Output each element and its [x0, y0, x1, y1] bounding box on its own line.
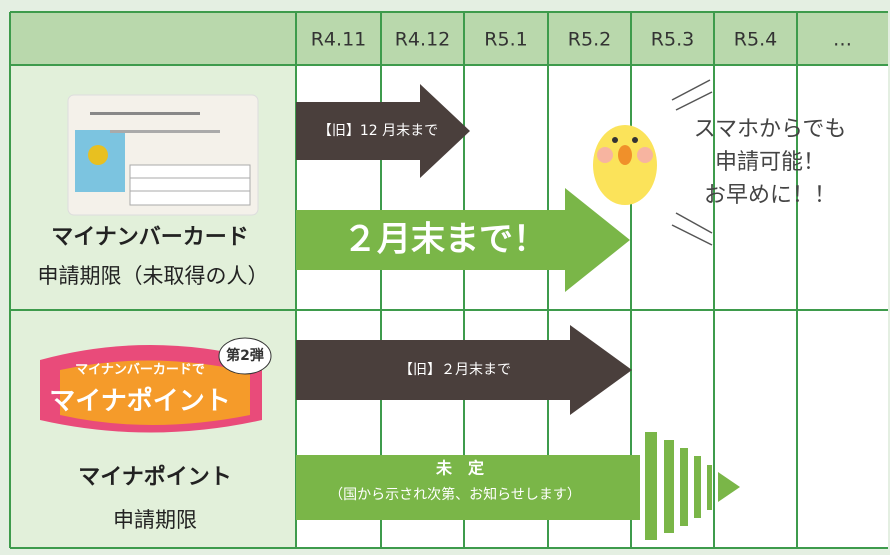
column-header: R5.3: [651, 29, 694, 51]
id-card: [67, 94, 259, 216]
column-header: R5.4: [734, 29, 777, 51]
callout-line: スマホからでも: [694, 117, 847, 142]
column-header: R4.12: [395, 29, 451, 51]
new-deadline-arrow: [296, 188, 630, 292]
grid: [9, 11, 888, 549]
column-header: R5.1: [484, 29, 527, 51]
undecided-arrow: [296, 432, 740, 540]
mynapoint-logo: 第2弾 マイナンバーカードで マイナポイント: [40, 337, 272, 433]
row-subtitle: 申請期限: [113, 508, 197, 532]
logo-badge: 第2弾: [226, 347, 264, 364]
row-title: マイナンバーカード: [51, 225, 249, 250]
column-header: R4.11: [311, 29, 367, 51]
logo-text: マイナポイント: [49, 386, 230, 417]
arrow-label: 【旧】12 月末まで: [318, 123, 438, 139]
mascot: [593, 125, 657, 205]
arrow-note: （国から示され次第、お知らせします）: [329, 486, 581, 503]
header-bg: [10, 12, 888, 65]
old-deadline-arrow: [296, 84, 470, 178]
callout-line: お早めに！！: [704, 183, 836, 208]
column-header: R5.2: [568, 29, 611, 51]
column-header: …: [833, 29, 852, 51]
logo-text: マイナンバーカードで: [75, 363, 205, 378]
arrow-label: 【旧】２月末まで: [399, 362, 511, 378]
arrow-label: 未 定: [435, 459, 484, 478]
callout-line: 申請可能！: [715, 150, 825, 175]
row-subtitle: 申請期限（未取得の人）: [38, 264, 269, 288]
arrow-label: ２月末まで！: [343, 220, 547, 260]
emphasis-lines: [671, 79, 713, 246]
row-title: マイナポイント: [78, 464, 232, 490]
old-deadline-arrow: [296, 325, 632, 415]
